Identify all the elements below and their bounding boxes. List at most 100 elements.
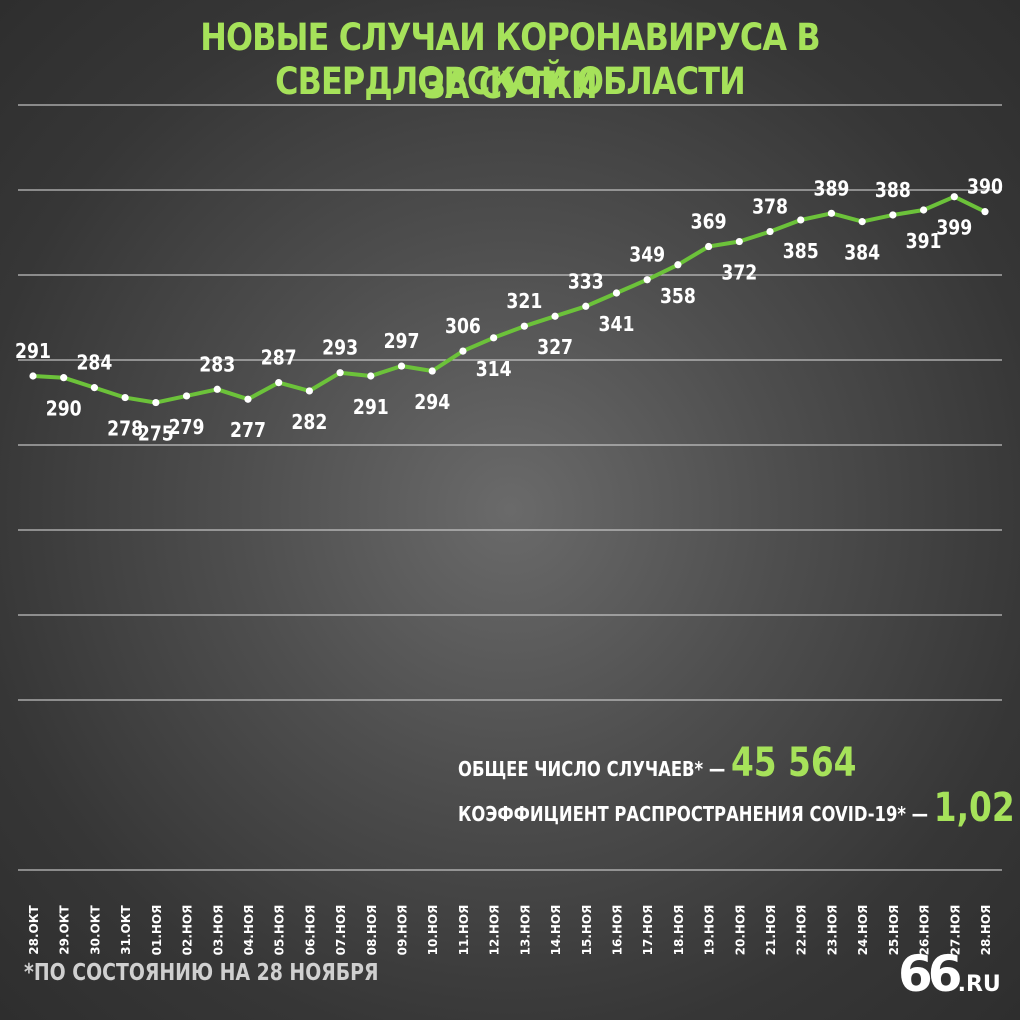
logo-suffix: .RU [957,972,1001,997]
total-cases-value: 45 564 [730,740,857,786]
data-label: 287 [261,347,297,370]
data-point [152,398,160,407]
x-tick-label: 26.НОЯ [918,905,932,956]
data-point [827,209,836,217]
spread-ratio-stat: КОЭФФИЦИЕНТ РАСПРОСТРАНЕНИЯ COVID-19* — … [458,785,1015,831]
data-label: 388 [875,180,911,203]
data-label: 297 [384,331,420,354]
total-cases-label: ОБЩЕЕ ЧИСЛО СЛУЧАЕВ* — [458,757,726,781]
data-label: 327 [537,337,573,360]
spread-ratio-label: КОЭФФИЦИЕНТ РАСПРОСТРАНЕНИЯ COVID-19* — [458,802,929,826]
x-tick-label: 27.НОЯ [948,905,962,956]
footnote: *ПО СОСТОЯНИЮ НА 28 НОЯБРЯ [24,960,379,986]
x-tick-label: 11.НОЯ [457,905,471,956]
x-tick-label: 10.НОЯ [426,905,440,956]
data-point [213,385,221,393]
series-line [31,194,987,405]
x-tick-label: 12.НОЯ [488,905,502,956]
data-label: 389 [814,178,850,201]
data-point [121,393,129,402]
x-tick-label: 29.ОКТ [58,904,72,954]
data-label: 283 [199,354,235,377]
data-label: 291 [353,397,389,420]
data-point [705,242,713,251]
data-point [428,367,436,375]
x-tick-label: 28.НОЯ [979,905,993,956]
data-point [336,369,344,377]
data-label: 390 [967,177,1003,200]
data-label: 385 [783,241,819,264]
x-tick-label: 17.НОЯ [641,905,655,956]
data-point [90,384,99,392]
x-tick-label: 02.НОЯ [181,905,195,956]
x-tick-label: 04.НОЯ [242,905,256,956]
x-tick-label: 15.НОЯ [580,905,594,956]
data-label: 349 [629,245,665,268]
data-point [643,276,651,284]
x-tick-label: 19.НОЯ [703,905,717,956]
data-label: 384 [844,242,880,265]
data-label: 369 [691,211,727,234]
data-label: 341 [599,314,635,337]
x-tick-label: 08.НОЯ [365,905,379,956]
x-tick-label: 01.НОЯ [150,905,164,956]
x-tick-label: 30.ОКТ [88,904,102,954]
data-label: 294 [414,392,450,415]
data-point [674,261,682,269]
data-label: 290 [46,399,82,422]
site-logo: 66.RU [898,945,1001,1003]
data-point [367,372,375,380]
data-point [735,237,743,246]
data-point [459,347,467,355]
chart-title-line-1: НОВЫЕ СЛУЧАИ КОРОНАВИРУСА В СВЕРДЛОВСКОЙ… [200,16,820,103]
x-tick-label: 06.НОЯ [303,905,317,956]
data-point [60,374,68,382]
data-label: 378 [752,196,788,219]
x-tick-label: 07.НОЯ [334,905,348,956]
data-label: 284 [76,352,112,375]
data-label: 275 [138,423,174,446]
x-tick-label: 14.НОЯ [549,905,563,956]
data-point [919,206,928,214]
x-tick-label: 23.НОЯ [825,905,839,956]
data-label: 372 [721,262,757,285]
x-tick-label: 21.НОЯ [764,905,778,956]
data-point [397,362,406,370]
x-tick-label: 22.НОЯ [795,905,809,956]
chart-title-line-2: ЗА СУТКИ [423,64,598,107]
x-tick-label: 16.НОЯ [610,905,624,956]
data-label: 279 [169,417,205,440]
spread-ratio-value: 1,02 [933,785,1015,831]
data-point [981,208,989,216]
data-label: 306 [445,316,481,339]
x-tick-label: 09.НОЯ [396,905,410,956]
data-label: 399 [936,218,972,241]
data-point [797,216,805,224]
data-point [551,312,559,320]
data-point [582,302,590,310]
data-point [520,322,528,330]
x-tick-label: 18.НОЯ [672,905,686,956]
x-tick-label: 13.НОЯ [518,905,532,956]
data-label: 314 [476,359,512,382]
data-label: 358 [660,286,696,309]
data-point [244,395,252,403]
x-tick-label: 28.ОКТ [27,904,41,954]
logo-number: 66 [898,945,963,1003]
data-point [275,379,283,387]
x-tick-label: 24.НОЯ [856,905,870,956]
x-tick-label: 03.НОЯ [211,905,225,956]
data-point [612,289,621,297]
data-point [29,372,37,380]
x-tick-label: 25.НОЯ [887,905,901,956]
data-label: 278 [107,418,143,441]
data-label: 333 [568,271,604,294]
data-label: 277 [230,420,266,443]
data-label: 291 [15,341,51,364]
x-tick-label: 20.НОЯ [733,905,747,956]
data-label: 293 [322,338,358,361]
data-point [182,392,191,400]
x-tick-label: 05.НОЯ [273,905,287,956]
data-point [490,334,498,342]
